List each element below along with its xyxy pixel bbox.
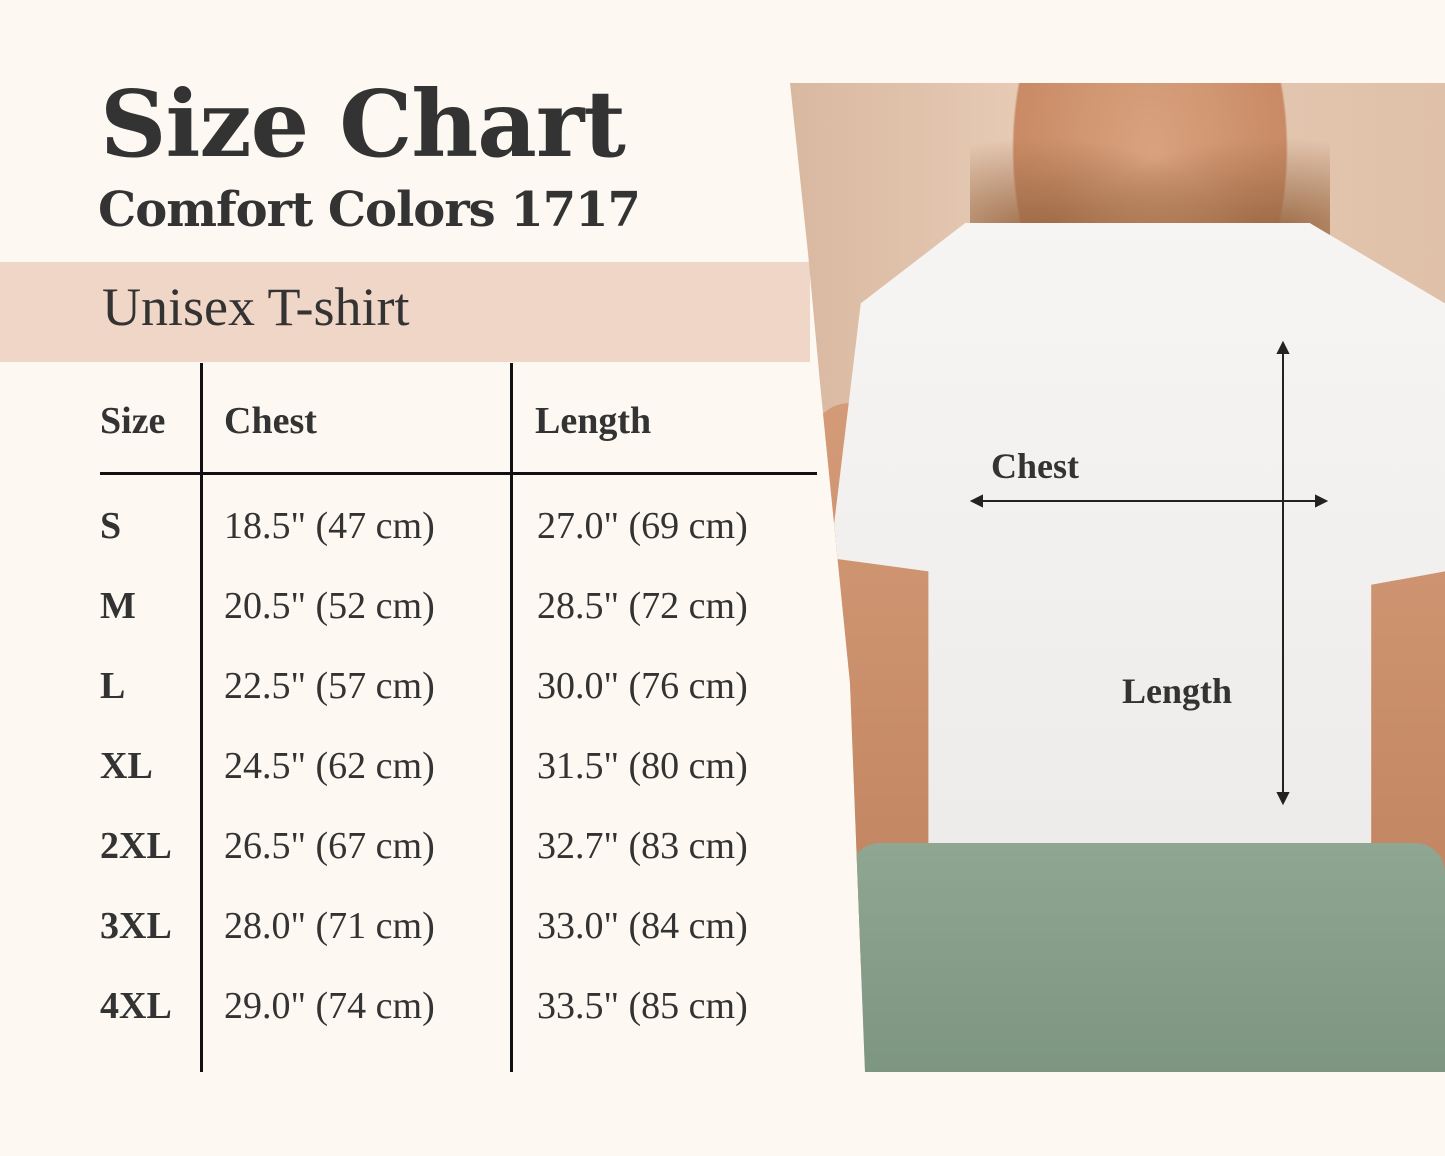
cell-length: 27.0" (69 cm) — [537, 505, 748, 547]
category-band — [0, 262, 810, 362]
cell-length: 33.0" (84 cm) — [537, 905, 748, 947]
header-size: Size — [100, 400, 166, 442]
cell-length: 33.5" (85 cm) — [537, 985, 748, 1027]
arrow-head-icon — [969, 494, 983, 508]
cell-length: 28.5" (72 cm) — [537, 585, 748, 627]
cell-length: 30.0" (76 cm) — [537, 665, 748, 707]
header-chest: Chest — [224, 400, 317, 442]
length-label: Length — [1122, 671, 1233, 711]
arrow-head-icon — [1276, 340, 1290, 354]
cell-size: 3XL — [100, 905, 172, 947]
cell-size: XL — [100, 745, 153, 787]
header-divider — [100, 472, 817, 475]
product-subtitle: Comfort Colors 1717 — [98, 182, 641, 238]
cell-size: M — [100, 585, 136, 627]
measurement-arrows — [969, 340, 1329, 806]
tshirt — [830, 223, 1445, 893]
cell-size: L — [100, 665, 126, 707]
arrow-head-icon — [1276, 792, 1290, 806]
cell-size: 4XL — [100, 985, 172, 1027]
cell-length: 31.5" (80 cm) — [537, 745, 748, 787]
page-title: Size Chart — [100, 70, 626, 178]
category-label: Unisex T-shirt — [102, 277, 410, 337]
model-photo: Chest Length — [790, 83, 1445, 1072]
cell-chest: 20.5" (52 cm) — [224, 585, 435, 627]
model-pants — [850, 843, 1445, 1072]
column-divider — [510, 363, 513, 1072]
cell-chest: 29.0" (74 cm) — [224, 985, 435, 1027]
column-divider — [200, 363, 203, 1072]
cell-chest: 28.0" (71 cm) — [224, 905, 435, 947]
chest-label: Chest — [991, 446, 1079, 486]
header-length: Length — [535, 400, 652, 442]
cell-chest: 18.5" (47 cm) — [224, 505, 435, 547]
cell-chest: 22.5" (57 cm) — [224, 665, 435, 707]
cell-chest: 24.5" (62 cm) — [224, 745, 435, 787]
cell-length: 32.7" (83 cm) — [537, 825, 748, 867]
cell-chest: 26.5" (67 cm) — [224, 825, 435, 867]
arrow-head-icon — [1315, 494, 1329, 508]
cell-size: 2XL — [100, 825, 172, 867]
cell-size: S — [100, 505, 122, 547]
